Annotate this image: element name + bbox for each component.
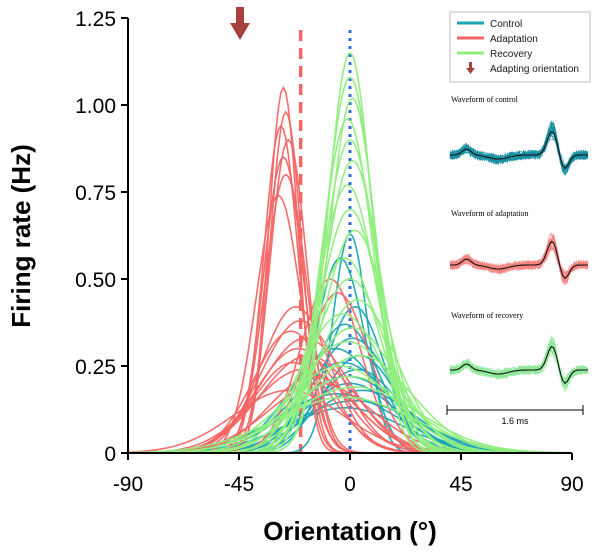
x-tick-label: 90	[560, 473, 583, 496]
tuning-curve-adaptation	[128, 110, 572, 454]
waveform-label-adaptation: Waveform of adaptation	[451, 209, 529, 218]
waveform-mean	[450, 130, 588, 169]
y-tick-label: 0.75	[75, 182, 116, 205]
waveform-mean	[450, 345, 588, 384]
waveform-trace	[449, 128, 589, 170]
tuning-curve-recovery	[128, 396, 572, 454]
legend-label-control: Control	[490, 19, 522, 30]
waveform-inset-control: Waveform of control	[449, 95, 589, 176]
y-tick-label: 0	[104, 443, 116, 466]
y-tick-label: 0.25	[75, 356, 116, 379]
waveform-label-control: Waveform of control	[451, 95, 519, 104]
tuning-curve-recovery	[128, 117, 572, 454]
waveform-inset-recovery: Waveform of recovery	[449, 311, 589, 393]
x-tick-label: -90	[113, 473, 143, 496]
x-tick-label: -45	[224, 473, 254, 496]
legend-label-adapting-orientation: Adapting orientation	[490, 64, 579, 75]
scale-bar-label: 1.6 ms	[501, 416, 529, 426]
legend: Control Adaptation Recovery Adapting ori…	[449, 11, 591, 83]
y-tick-label: 1.25	[75, 8, 116, 31]
waveform-trace	[449, 132, 589, 169]
y-axis-title: Firing rate (Hz)	[6, 144, 36, 327]
x-tick-label: 0	[344, 473, 356, 496]
y-tick-label: 1.00	[75, 95, 116, 118]
legend-arrow-icon	[466, 62, 475, 74]
waveform-mean	[450, 240, 588, 279]
time-scale-bar: 1.6 ms	[446, 405, 584, 426]
waveform-label-recovery: Waveform of recovery	[451, 311, 523, 320]
adapting-orientation-arrow-icon	[230, 7, 250, 40]
waveform-trace	[449, 340, 589, 389]
y-tick-label: 0.50	[75, 269, 116, 292]
waveform-inset-adaptation: Waveform of adaptation	[449, 209, 589, 286]
x-axis-title: Orientation (°)	[263, 516, 437, 546]
waveform-trace	[449, 247, 589, 280]
legend-label-recovery: Recovery	[490, 49, 532, 60]
legend-label-adaptation: Adaptation	[490, 34, 538, 45]
x-tick-label: 45	[449, 473, 472, 496]
axis-ticks	[121, 17, 573, 460]
